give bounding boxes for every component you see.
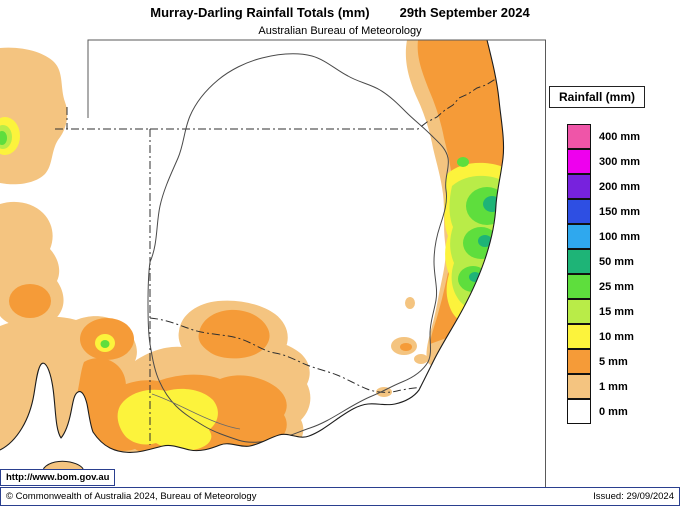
contour-10mm-victoria — [117, 388, 218, 451]
state-border-qld-nsw — [150, 76, 502, 130]
legend-entry-10mm: 10 mm — [567, 324, 677, 349]
rainfall-legend: Rainfall (mm) 400 mm 300 mm 200 mm 150 m… — [549, 86, 677, 424]
contour-1mm-spot — [414, 354, 428, 364]
page-title-line: Murray-Darling Rainfall Totals (mm) 29th … — [0, 5, 680, 20]
legend-rows: 400 mm 300 mm 200 mm 150 mm 100 mm 50 mm — [567, 124, 677, 424]
legend-label-1mm: 1 mm — [599, 380, 628, 393]
legend-label-200mm: 200 mm — [599, 180, 640, 193]
contour-25mm-midsouth-dot — [100, 340, 110, 348]
map-frame — [87, 39, 546, 487]
legend-label-400mm: 400 mm — [599, 130, 640, 143]
map-date: 29th September 2024 — [399, 5, 530, 20]
legend-label-50mm: 50 mm — [599, 255, 634, 268]
legend-entry-25mm: 25 mm — [567, 274, 677, 299]
legend-swatch-400mm — [567, 124, 591, 149]
contour-1mm-spot — [405, 297, 415, 309]
legend-swatch-50mm — [567, 249, 591, 274]
legend-entry-100mm: 100 mm — [567, 224, 677, 249]
copyright-text: © Commonwealth of Australia 2024, Bureau… — [6, 491, 257, 502]
contour-5mm-west-blob — [9, 284, 51, 318]
legend-entry-50mm: 50 mm — [567, 249, 677, 274]
legend-label-300mm: 300 mm — [599, 155, 640, 168]
legend-swatch-10mm — [567, 324, 591, 349]
murray-darling-basin-boundary — [147, 53, 449, 443]
state-border-nsw-vic — [149, 317, 434, 393]
bom-url: http://www.bom.gov.au — [0, 469, 116, 486]
rainfall-contours — [0, 40, 504, 453]
legend-entry-1mm: 1 mm — [567, 374, 677, 399]
legend-label-100mm: 100 mm — [599, 230, 640, 243]
legend-entry-15mm: 15 mm — [567, 299, 677, 324]
footer-bar: © Commonwealth of Australia 2024, Bureau… — [0, 487, 680, 506]
contour-25mm-far-west — [0, 131, 7, 145]
legend-label-25mm: 25 mm — [599, 280, 634, 293]
legend-entry-400mm: 400 mm — [567, 124, 677, 149]
legend-entry-300mm: 300 mm — [567, 149, 677, 174]
legend-swatch-15mm — [567, 299, 591, 324]
page-subtitle: Australian Bureau of Meteorology — [258, 25, 422, 37]
contour-50mm-coast-b — [478, 235, 492, 247]
legend-swatch-1mm — [567, 374, 591, 399]
legend-label-150mm: 150 mm — [599, 205, 640, 218]
legend-swatch-100mm — [567, 224, 591, 249]
legend-swatch-5mm — [567, 349, 591, 374]
legend-swatch-25mm — [567, 274, 591, 299]
legend-entry-200mm: 200 mm — [567, 174, 677, 199]
contour-25mm-coast-north — [457, 157, 469, 167]
legend-title: Rainfall (mm) — [549, 86, 645, 108]
contour-5mm-central-core — [198, 309, 270, 359]
legend-swatch-150mm — [567, 199, 591, 224]
coastline — [0, 39, 505, 453]
legend-entry-0mm: 0 mm — [567, 399, 677, 424]
legend-label-5mm: 5 mm — [599, 355, 628, 368]
river-line — [151, 393, 241, 430]
legend-entry-5mm: 5 mm — [567, 349, 677, 374]
contour-1mm-northwest — [0, 47, 68, 185]
contour-50mm-coast-a — [483, 196, 501, 212]
issued-date: Issued: 29/09/2024 — [593, 491, 674, 502]
legend-label-0mm: 0 mm — [599, 405, 628, 418]
contour-5mm-spot — [400, 343, 412, 351]
map-lines — [55, 53, 502, 445]
legend-swatch-300mm — [567, 149, 591, 174]
legend-swatch-0mm — [567, 399, 591, 424]
legend-swatch-200mm — [567, 174, 591, 199]
legend-label-15mm: 15 mm — [599, 305, 634, 318]
legend-entry-150mm: 150 mm — [567, 199, 677, 224]
legend-label-10mm: 10 mm — [599, 330, 634, 343]
page-title: Murray-Darling Rainfall Totals (mm) — [150, 5, 370, 20]
